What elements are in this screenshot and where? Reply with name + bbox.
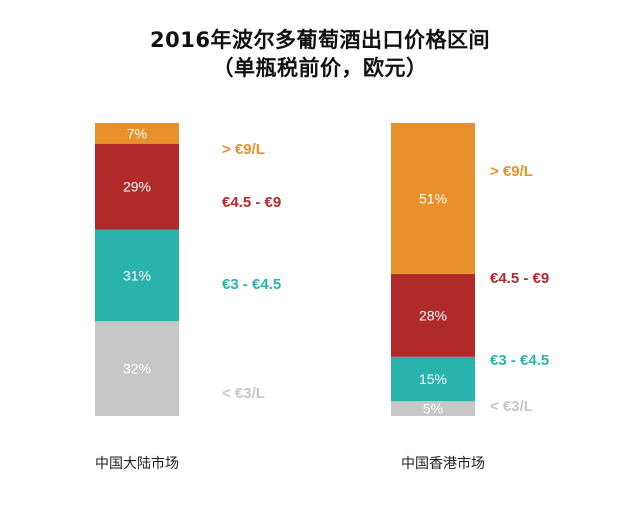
category-label-2: 中国香港市场 <box>401 455 485 472</box>
bar-segment-lt3-1 <box>95 321 179 416</box>
data-label-lt3-2: 5% <box>423 401 443 417</box>
range-label-r3_45-1: €3 - €4.5 <box>222 276 281 293</box>
data-label-r45_9-1: 29% <box>123 179 151 195</box>
bar-segment-gt9-1 <box>95 122 179 144</box>
data-label-r3_45-1: 31% <box>123 267 151 283</box>
bar-segment-r45_9-1 <box>95 143 179 230</box>
range-label-r45_9-2: €4.5 - €9 <box>490 270 549 287</box>
category-label-1: 中国大陆市场 <box>95 455 179 472</box>
bar-segment-gt9-2 <box>391 122 475 274</box>
data-label-r3_45-2: 15% <box>419 371 447 387</box>
data-label-gt9-2: 51% <box>419 190 447 206</box>
range-label-r45_9-1: €4.5 - €9 <box>222 194 281 211</box>
range-label-lt3-1: < €3/L <box>222 385 265 402</box>
bar-segment-r3_45-2 <box>391 356 475 402</box>
bar-segment-r3_45-1 <box>95 229 179 322</box>
range-label-gt9-2: > €9/L <box>490 163 533 180</box>
data-label-lt3-1: 32% <box>123 361 151 377</box>
chart-title: 2016年波尔多葡萄酒出口价格区间 <box>150 28 490 52</box>
range-label-gt9-1: > €9/L <box>222 141 265 158</box>
range-label-r3_45-2: €3 - €4.5 <box>490 352 549 369</box>
bar-segment-lt3-2 <box>391 401 475 416</box>
bar-segment-r45_9-2 <box>391 273 475 357</box>
data-label-r45_9-2: 28% <box>419 307 447 323</box>
data-label-gt9-1: 7% <box>127 125 147 141</box>
range-label-lt3-2: < €3/L <box>490 398 533 415</box>
chart-subtitle: （单瓶税前价，欧元） <box>212 56 428 80</box>
